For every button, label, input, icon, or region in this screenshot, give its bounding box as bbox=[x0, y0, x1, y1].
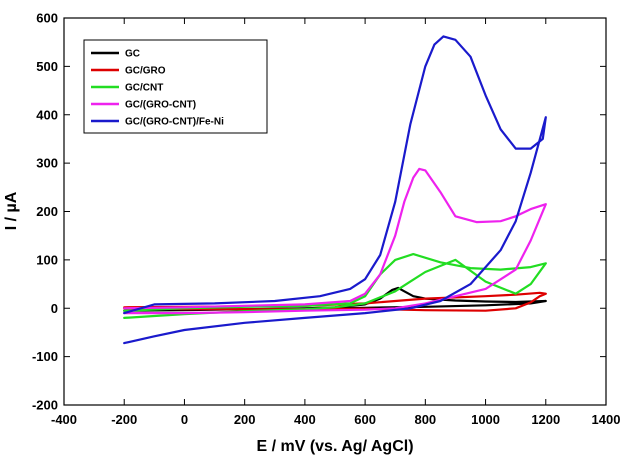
y-tick-label: -100 bbox=[32, 349, 58, 364]
series-layer bbox=[123, 35, 547, 345]
y-tick-label: 500 bbox=[36, 59, 58, 74]
y-tick-label: 300 bbox=[36, 156, 58, 171]
x-tick-label: 0 bbox=[181, 412, 188, 427]
series-line-4 bbox=[123, 35, 547, 345]
x-axis-title: E / mV (vs. Ag/ AgCl) bbox=[256, 438, 413, 455]
x-tick-label: 1200 bbox=[531, 412, 560, 427]
ticks-layer: -400 -200 0 200 400 600 800 1000 1200 1400-200-10… bbox=[32, 11, 620, 428]
y-tick-label: 200 bbox=[36, 204, 58, 219]
series-line-3 bbox=[123, 167, 547, 315]
y-tick-label: -200 bbox=[32, 398, 58, 413]
x-tick-label: 800 bbox=[414, 412, 436, 427]
legend: GC GC/GRO GC/CNT GC/(GRO-CNT) GC/(GRO-CNT)/F… bbox=[83, 39, 268, 134]
x-tick-label: 1400 bbox=[592, 412, 621, 427]
x-tick-label: 600 bbox=[354, 412, 376, 427]
x-tick-label: 400 bbox=[294, 412, 316, 427]
legend-entries: GC GC/GRO GC/CNT GC/(GRO-CNT) GC/(GRO-CNT)/F… bbox=[91, 49, 224, 128]
y-tick-label: 600 bbox=[36, 11, 58, 26]
y-tick-label: 400 bbox=[36, 107, 58, 122]
legend-label-3: GC/(GRO-CNT) bbox=[125, 100, 196, 111]
series-line-2 bbox=[123, 253, 547, 319]
y-tick-label: 100 bbox=[36, 252, 58, 267]
x-tick-label: -400 bbox=[51, 412, 77, 427]
x-tick-label: -200 bbox=[111, 412, 137, 427]
x-tick-label: 200 bbox=[234, 412, 256, 427]
y-tick-label: 0 bbox=[51, 301, 58, 316]
y-axis-title: I / µA bbox=[3, 191, 20, 230]
legend-label-2: GC/CNT bbox=[125, 83, 163, 94]
x-tick-label: 1000 bbox=[471, 412, 500, 427]
legend-label-0: GC bbox=[125, 49, 140, 60]
legend-label-1: GC/GRO bbox=[125, 66, 166, 77]
legend-label-4: GC/(GRO-CNT)/Fe-Ni bbox=[125, 117, 224, 128]
